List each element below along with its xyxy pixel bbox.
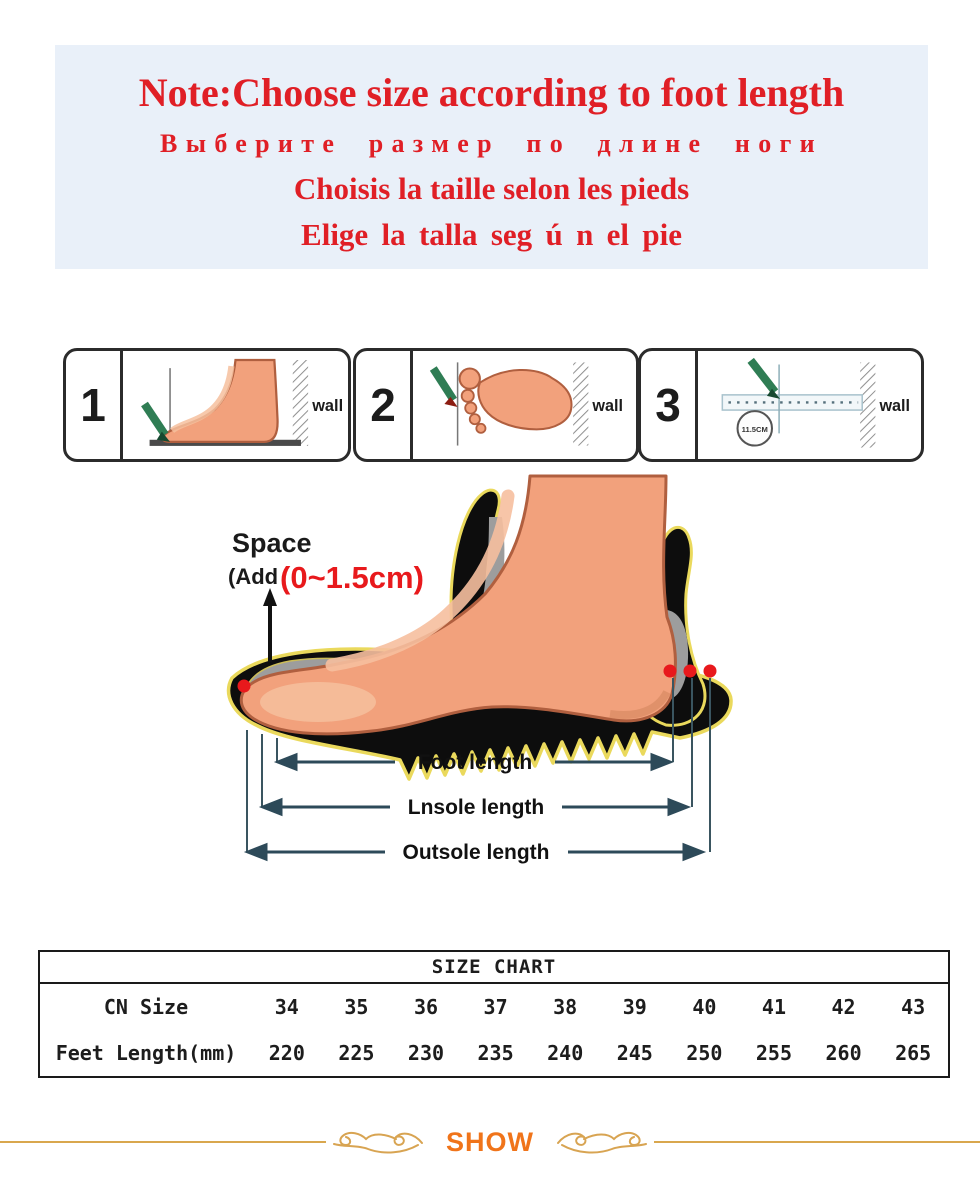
cn-size-value: 38: [553, 995, 578, 1019]
feet-length-value: 255: [755, 1041, 793, 1065]
flourish-ornament-icon: [557, 1131, 647, 1154]
step-3-number: 3: [641, 351, 698, 459]
wall-label: wall: [591, 397, 623, 415]
cn-size-value: 40: [692, 995, 717, 1019]
pen-tip: [444, 396, 458, 408]
header-title-russian: Выберите размер по длине ноги: [160, 129, 823, 158]
row-label: Feet Length(mm): [55, 1041, 237, 1065]
foot-length-label: Foot length: [418, 751, 532, 774]
table-row-feet-length: Feet Length(mm) 220 225 230 235 240 245 …: [40, 1030, 948, 1076]
cn-size-value: 42: [831, 995, 856, 1019]
table-row-cn-size: CN Size 34 35 36 37 38 39 40 41 42 43: [40, 984, 948, 1030]
gold-divider-line: [654, 1141, 980, 1143]
step-1-drawing: wall: [141, 358, 343, 446]
show-divider-footer: SHOW: [0, 1120, 980, 1164]
header-title-english: Note:Choose size according to foot lengt…: [138, 70, 845, 115]
cn-size-value: 41: [761, 995, 786, 1019]
pen-tip: [766, 388, 781, 399]
feet-length-value: 220: [268, 1041, 305, 1065]
toe: [468, 413, 481, 426]
heel-shadow: [609, 689, 671, 719]
feet-length-value: 235: [477, 1041, 514, 1065]
heel-insole-dot: [683, 664, 697, 678]
length-note-circle: [736, 410, 774, 447]
wall-label: wall: [878, 397, 910, 415]
measure-step-1-panel: 1 wall: [63, 348, 351, 462]
size-chart-table: SIZE CHART CN Size 34 35 36 37 38 39 40 …: [38, 950, 950, 1078]
toe: [475, 422, 487, 434]
top-foot-shape: [477, 369, 573, 431]
green-marker-pen: [141, 401, 169, 437]
wall-hatch: [573, 362, 589, 446]
foot-diagram-drawing: Space (Add (0~1.5cm): [226, 474, 733, 864]
header-title-spanish: Elige la talla seg ú n el pie: [301, 217, 682, 252]
cn-size-value: 39: [622, 995, 647, 1019]
feet-length-value: 240: [547, 1041, 584, 1065]
feet-length-value: 265: [895, 1041, 932, 1065]
gold-divider-line: [0, 1141, 326, 1143]
size-chart-title: SIZE CHART: [40, 952, 948, 984]
green-marker-pen: [747, 357, 779, 395]
feet-length-value: 225: [338, 1041, 375, 1065]
row-label: CN Size: [103, 995, 189, 1019]
cn-size-value: 34: [274, 995, 299, 1019]
pen-tip: [156, 431, 171, 442]
step-3-illustration: 11.5CM wall: [698, 351, 921, 459]
toe: [464, 401, 478, 415]
space-add-value-label: (0~1.5cm): [280, 560, 424, 595]
space-title-label: Space: [232, 528, 312, 558]
wall-hatch: [860, 362, 876, 448]
step-2-illustration: wall: [413, 351, 636, 459]
toe-edge-dot: [237, 679, 251, 693]
flourish-ornament-icon: [333, 1131, 423, 1154]
step-1-number: 1: [66, 351, 123, 459]
insole-length-label: Lnsole length: [408, 796, 545, 819]
toe-highlight: [260, 682, 376, 722]
foot-length-diagram: Space (Add (0~1.5cm): [190, 462, 756, 886]
big-toe: [458, 367, 481, 390]
toe: [460, 388, 475, 403]
measuring-ruler: [721, 394, 863, 411]
show-section-label: SHOW: [446, 1126, 534, 1157]
space-add-prefix-label: (Add: [228, 564, 278, 589]
leader-lines: [246, 678, 711, 852]
heel-foot-dot: [663, 664, 677, 678]
green-marker-pen: [429, 366, 457, 403]
step-3-drawing: 11.5CM wall: [721, 357, 910, 448]
wall-label: wall: [311, 397, 343, 415]
foot-highlight: [170, 365, 235, 434]
outsole-length-label: Outsole length: [403, 841, 550, 864]
feet-length-value: 245: [616, 1041, 653, 1065]
measure-step-2-panel: 2 wall: [353, 348, 639, 462]
step-1-illustration: wall: [123, 351, 348, 459]
step-2-drawing: wall: [429, 362, 623, 446]
cn-size-value: 37: [483, 995, 508, 1019]
note-header: Note:Choose size according to foot lengt…: [55, 45, 928, 269]
feet-length-value: 230: [407, 1041, 445, 1065]
wall-hatch: [292, 360, 309, 446]
feet-length-value: 250: [686, 1041, 723, 1065]
ruler-note-label: 11.5CM: [742, 425, 768, 434]
measure-step-3-panel: 3 11.5CM wall: [638, 348, 924, 462]
heel-outsole-dot: [703, 664, 717, 678]
measurement-arrows: [243, 752, 707, 862]
header-title-french: Choisis la taille selon les pieds: [293, 171, 690, 206]
feet-length-value: 260: [825, 1041, 862, 1065]
instep-highlight: [325, 489, 515, 672]
space-arrow-head: [263, 588, 277, 606]
cn-size-value: 43: [901, 995, 926, 1019]
step-2-number: 2: [356, 351, 413, 459]
cn-size-value: 35: [344, 995, 369, 1019]
cn-size-value: 36: [413, 995, 439, 1019]
